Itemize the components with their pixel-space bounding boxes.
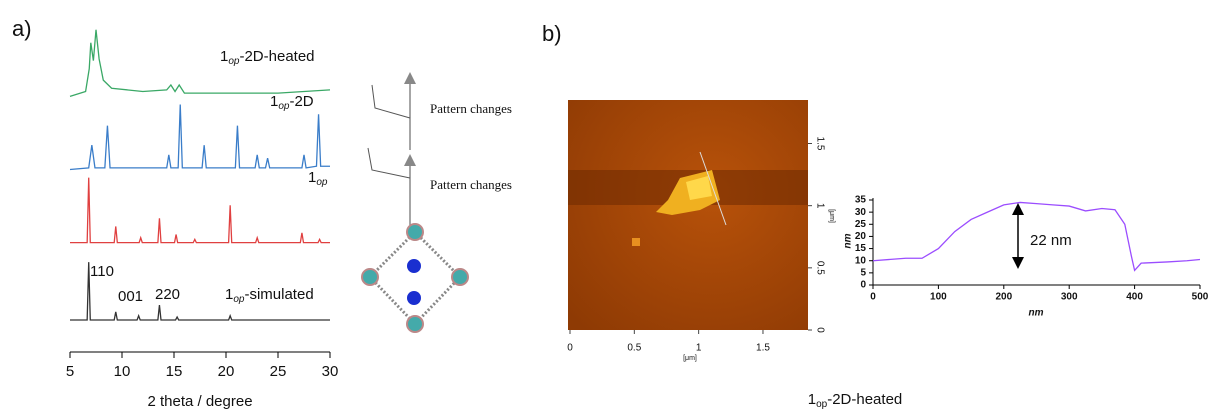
x-tick-label: 30 (322, 363, 339, 380)
panel-label: b) (542, 21, 562, 46)
label-part: -2D (289, 93, 313, 110)
x-tick-label: 15 (166, 363, 183, 380)
data-line (70, 105, 330, 170)
y-tick-label: 1 (814, 203, 825, 209)
x-tick-label: 0.5 (627, 343, 641, 354)
peak-label: 110 (90, 263, 114, 280)
x-tick-label: 0 (870, 292, 876, 303)
afm-image (568, 100, 808, 330)
x-tick-label: 0 (567, 343, 573, 354)
unit-label: [μm] (828, 209, 835, 223)
y-tick-label: 35 (855, 195, 867, 206)
peak-label: 001 (118, 288, 143, 305)
y-tick-label: 5 (860, 267, 866, 278)
x-axis-label: nm (1029, 308, 1044, 319)
panel-label: a) (12, 16, 32, 41)
y-tick-label: 30 (855, 207, 867, 218)
x-tick-label: 20 (218, 363, 235, 380)
label-part: op (278, 101, 290, 112)
x-axis-label: 2 theta / degree (147, 393, 252, 410)
unit-label: [μm] (683, 355, 697, 362)
afm-feature (632, 238, 640, 246)
series-label: 1op-simulated (225, 286, 314, 305)
x-tick-label: 200 (995, 292, 1012, 303)
y-tick-label: 0.5 (814, 261, 825, 275)
y-axis-label: nm (843, 233, 854, 248)
label-part: 1 (220, 48, 228, 65)
label-part: 1 (225, 286, 233, 303)
x-tick-label: 100 (930, 292, 947, 303)
schematic (362, 78, 468, 332)
y-tick-label: 15 (855, 243, 867, 254)
peak-label: 220 (155, 286, 180, 303)
x-tick-label: 1.5 (756, 343, 770, 354)
x-tick-label: 300 (1061, 292, 1078, 303)
figure: a) b) Pattern changes Pattern changes 1o… (0, 0, 1213, 410)
y-tick-label: 0 (860, 280, 866, 291)
label-part: op (233, 294, 245, 305)
pattern-label: Pattern changes (430, 177, 512, 192)
x-tick-label: 10 (114, 363, 131, 380)
x-tick-label: 25 (270, 363, 287, 380)
label-part: op (316, 177, 328, 188)
series-label: 1op-2D-heated (220, 48, 315, 67)
data-line (70, 178, 330, 243)
series-label: 1op-2D (270, 93, 314, 112)
y-tick-label: 0 (814, 327, 825, 333)
label-part: 1 (270, 93, 278, 110)
label-part: 1 (308, 169, 316, 186)
pattern-label: Pattern changes (430, 101, 512, 116)
caption: 1op-2D-heated (808, 391, 903, 410)
x-tick-label: 1 (696, 343, 702, 354)
annotation: 22 nm (1030, 232, 1072, 249)
y-tick-label: 25 (855, 219, 867, 230)
label-part: -2D-heated (239, 48, 314, 65)
y-tick-label: 1.5 (814, 137, 825, 151)
label-part: -simulated (244, 286, 313, 303)
x-tick-label: 400 (1126, 292, 1143, 303)
x-tick-label: 5 (66, 363, 74, 380)
label-part: op (228, 56, 240, 67)
y-tick-label: 20 (855, 231, 867, 242)
y-tick-label: 10 (855, 255, 867, 266)
x-tick-label: 500 (1192, 292, 1209, 303)
series-label: 1op (308, 169, 328, 188)
